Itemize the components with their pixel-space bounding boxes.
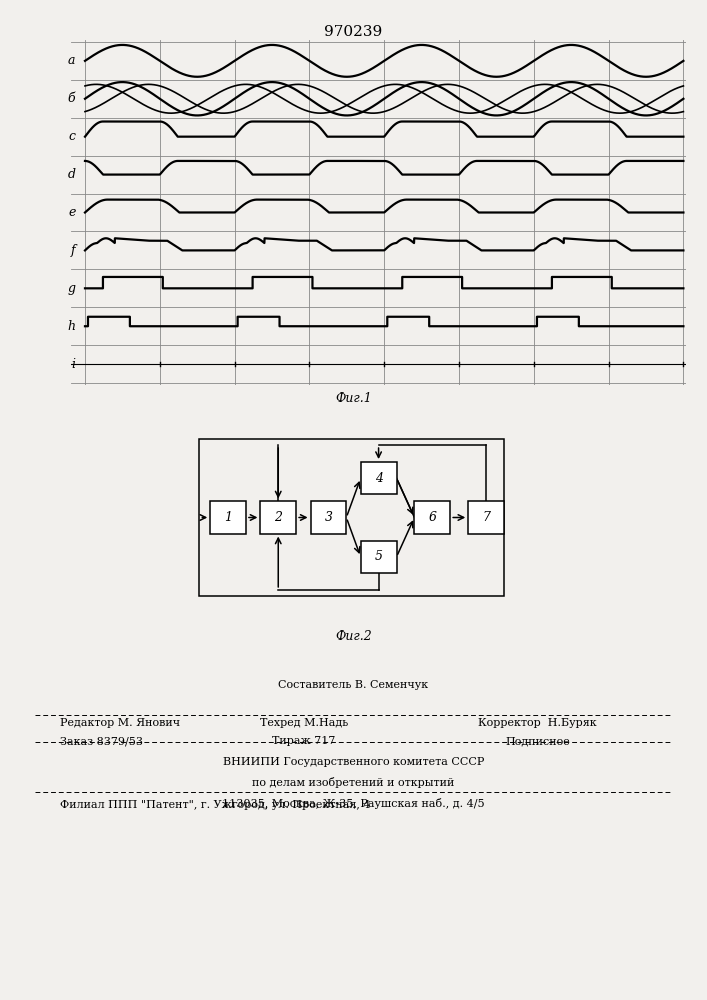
Bar bbox=[210, 501, 246, 534]
Text: d: d bbox=[67, 168, 76, 181]
Text: Филиал ППП "Патент", г. Ужгород, ул. Проектная, 4: Филиал ППП "Патент", г. Ужгород, ул. Про… bbox=[60, 800, 370, 810]
Text: h: h bbox=[67, 320, 76, 333]
Text: Заказ 8379/53: Заказ 8379/53 bbox=[60, 736, 143, 746]
Text: 2: 2 bbox=[274, 511, 282, 524]
Bar bbox=[310, 501, 346, 534]
Bar bbox=[361, 541, 397, 573]
Text: Подписное: Подписное bbox=[505, 736, 570, 746]
Text: c: c bbox=[69, 130, 76, 143]
Bar bbox=[199, 439, 504, 596]
Text: по делам изобретений и открытий: по делам изобретений и открытий bbox=[252, 777, 455, 788]
Text: 970239: 970239 bbox=[325, 25, 382, 39]
Text: e: e bbox=[68, 206, 76, 219]
Text: i: i bbox=[71, 358, 76, 371]
Text: a: a bbox=[68, 54, 76, 67]
Text: Составитель В. Семенчук: Составитель В. Семенчук bbox=[279, 680, 428, 690]
Text: ВНИИПИ Государственного комитета СССР: ВНИИПИ Государственного комитета СССР bbox=[223, 757, 484, 767]
Text: Редактор М. Янович: Редактор М. Янович bbox=[60, 718, 180, 728]
Text: 113035, Москва, Ж-35, Раушская наб., д. 4/5: 113035, Москва, Ж-35, Раушская наб., д. … bbox=[222, 798, 485, 809]
Text: Фиг.2: Фиг.2 bbox=[335, 630, 372, 643]
Bar bbox=[414, 501, 450, 534]
Text: f: f bbox=[71, 244, 76, 257]
Text: 4: 4 bbox=[375, 472, 382, 485]
Text: б: б bbox=[68, 92, 76, 105]
Bar bbox=[260, 501, 296, 534]
Bar bbox=[361, 462, 397, 494]
Text: 3: 3 bbox=[325, 511, 332, 524]
Text: Фиг.1: Фиг.1 bbox=[335, 392, 372, 405]
Text: Техред М.Надь: Техред М.Надь bbox=[260, 718, 348, 728]
Text: Тираж 717: Тираж 717 bbox=[272, 736, 336, 746]
Bar bbox=[468, 501, 504, 534]
Text: 1: 1 bbox=[224, 511, 232, 524]
Text: 6: 6 bbox=[428, 511, 436, 524]
Text: g: g bbox=[67, 282, 76, 295]
Text: 7: 7 bbox=[482, 511, 490, 524]
Text: Корректор  Н.Буряк: Корректор Н.Буряк bbox=[478, 718, 597, 728]
Text: 5: 5 bbox=[375, 550, 382, 563]
